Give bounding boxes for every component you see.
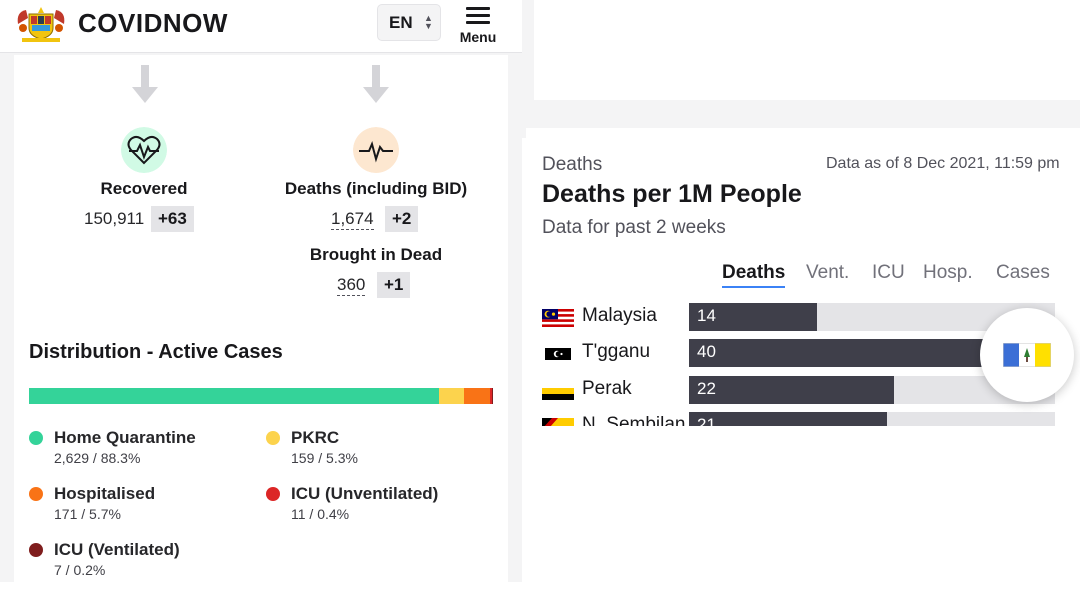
down-arrow-icon — [132, 65, 158, 103]
deaths-value[interactable]: 1,674 — [331, 209, 374, 230]
distribution-title: Distribution - Active Cases — [29, 341, 283, 363]
flag-magnifier-popup — [980, 308, 1074, 402]
left-panel: COVIDNOW EN ▲ ▼ Menu Recovered 150,911 +6… — [0, 0, 522, 582]
coat-of-arms-logo[interactable] — [14, 4, 68, 44]
deaths-delta-badge: +2 — [385, 206, 419, 232]
legend-dot — [266, 487, 280, 501]
pulse-line-icon — [353, 127, 399, 173]
bar-value: 22 — [697, 379, 716, 398]
section-label: Deaths — [542, 154, 603, 175]
legend-value: 171 / 5.7% — [54, 506, 121, 522]
distribution-segment — [490, 388, 493, 404]
updown-chevron-icon: ▲ ▼ — [424, 13, 433, 31]
bar-value: 21 — [697, 415, 716, 426]
heartbeat-icon — [121, 127, 167, 173]
legend-dot — [29, 431, 43, 445]
distribution-segment — [29, 388, 440, 404]
distribution-stacked-bar — [29, 388, 493, 404]
legend-label: PKRC — [291, 428, 340, 447]
distribution-segment — [492, 388, 493, 404]
legend-label: Home Quarantine — [54, 428, 196, 447]
tab-vent[interactable]: Vent. — [806, 262, 850, 283]
malaysia-flag-icon — [542, 309, 574, 327]
language-select[interactable]: EN ▲ ▼ — [377, 4, 441, 41]
hamburger-icon — [466, 7, 490, 25]
bar-value: 40 — [697, 342, 716, 361]
menu-button[interactable]: Menu — [454, 4, 502, 48]
panel-divider — [522, 0, 534, 100]
tab-hosp[interactable]: Hosp. — [923, 262, 973, 283]
tab-deaths[interactable]: Deaths — [722, 262, 786, 288]
right-panel: Deaths Data as of 8 Dec 2021, 11:59 pm D… — [522, 0, 1080, 600]
distribution-segment — [439, 388, 464, 404]
card-subtitle: Data for past 2 weeks — [542, 217, 726, 238]
bar-fill: 21 — [689, 412, 887, 426]
legend-value: 11 / 0.4% — [291, 506, 350, 522]
language-value: EN — [389, 13, 413, 32]
legend-dot — [29, 543, 43, 557]
legend-dot — [266, 431, 280, 445]
legend-label: ICU (Unventilated) — [291, 484, 439, 503]
recovered-label: Recovered — [100, 179, 188, 198]
legend-label: Hospitalised — [54, 484, 156, 503]
legend-value: 7 / 0.2% — [54, 562, 106, 578]
data-as-of-timestamp: Data as of 8 Dec 2021, 11:59 pm — [826, 155, 1060, 172]
card-title: Deaths per 1M People — [542, 180, 802, 208]
recovered-delta-badge: +63 — [151, 206, 194, 232]
bid-value[interactable]: 360 — [337, 275, 366, 296]
recovered-value: 150,911 — [84, 209, 145, 228]
bar-fill: 14 — [689, 303, 818, 331]
state-row-perak[interactable]: Perak 22 — [542, 376, 1062, 404]
bar-fill: 22 — [689, 376, 894, 404]
legend-dot — [29, 487, 43, 501]
legend-value: 159 / 5.3% — [291, 450, 358, 466]
distribution-segment — [463, 388, 491, 404]
penang-flag-icon — [1003, 343, 1051, 367]
state-name: T'gganu — [582, 341, 651, 362]
state-row-malaysia[interactable]: Malaysia 14 — [542, 303, 1062, 331]
down-arrow-icon — [363, 65, 389, 103]
deaths-label: Deaths (including BID) — [284, 179, 468, 198]
deaths-per-million-card: Deaths Data as of 8 Dec 2021, 11:59 pm D… — [526, 128, 1080, 426]
app-header: COVIDNOW EN ▲ ▼ Menu — [0, 0, 522, 53]
bid-delta-badge: +1 — [377, 272, 411, 298]
legend-label: ICU (Ventilated) — [54, 540, 180, 559]
tab-cases[interactable]: Cases — [996, 262, 1050, 283]
negeri-sembilan-flag-icon — [542, 418, 574, 426]
bar-value: 14 — [697, 306, 716, 325]
bid-label: Brought in Dead — [309, 245, 443, 264]
terengganu-flag-icon — [542, 345, 574, 363]
perak-flag-icon — [542, 382, 574, 400]
legend-value: 2,629 / 88.3% — [54, 450, 141, 466]
state-row-negeri-sembilan[interactable]: N. Sembilan 21 — [542, 412, 1062, 426]
state-name: Malaysia — [582, 305, 657, 326]
app-title[interactable]: COVIDNOW — [78, 8, 228, 38]
bar-track: 21 — [689, 412, 1055, 426]
active-cases-card: Recovered 150,911 +63 Deaths (including … — [14, 55, 508, 582]
state-name: Perak — [582, 378, 632, 399]
menu-label: Menu — [459, 29, 497, 45]
state-name: N. Sembilan — [582, 414, 686, 426]
tab-icu[interactable]: ICU — [872, 262, 905, 283]
